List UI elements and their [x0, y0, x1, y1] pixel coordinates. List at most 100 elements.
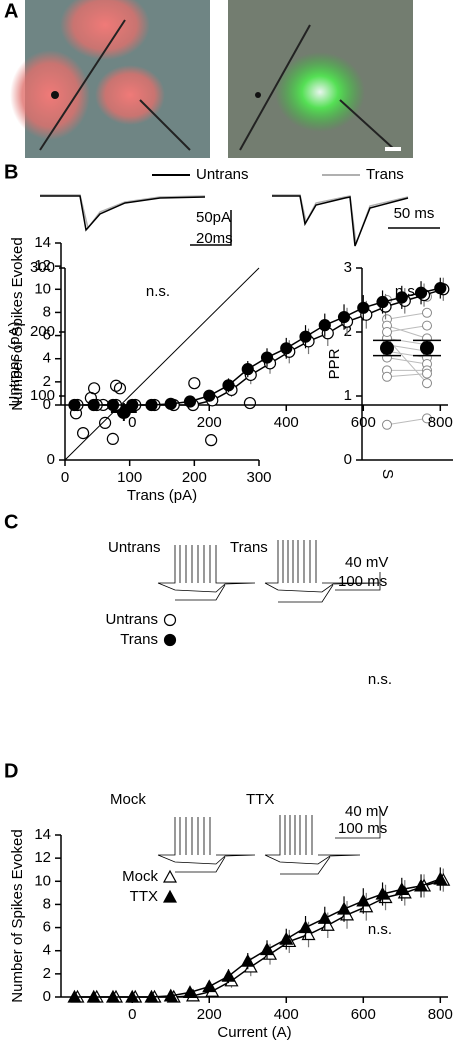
- inset-label: Mock: [110, 791, 146, 808]
- scale-label: 100 ms: [338, 573, 387, 590]
- x-tick-label: 200: [182, 469, 207, 486]
- legend-marker: [163, 633, 177, 647]
- marker: [126, 398, 139, 412]
- data-point: [188, 377, 201, 390]
- x-tick-label: 400: [274, 414, 299, 431]
- y-tick-label: 14: [34, 234, 51, 251]
- y-axis-label: Number of Spikes Evoked: [9, 237, 26, 410]
- data-point: [109, 379, 123, 392]
- marker: [86, 989, 101, 1003]
- micrograph-right: [228, 0, 413, 158]
- marker: [337, 310, 351, 324]
- x-tick-label: 200: [197, 414, 222, 431]
- annotation: n.s.: [146, 283, 170, 300]
- marker: [298, 920, 313, 934]
- panel-label: B: [4, 161, 18, 183]
- legend-marker: [162, 889, 178, 903]
- x-tick-label: 0: [61, 469, 69, 486]
- x-tick-label: 400: [274, 1006, 299, 1023]
- data-point: [422, 307, 432, 318]
- y-tick-label: 12: [34, 849, 51, 866]
- micrograph-left: [10, 0, 210, 158]
- marker: [202, 979, 217, 993]
- marker: [67, 989, 82, 1003]
- x-tick-label: 600: [351, 414, 376, 431]
- y-tick-label: 0: [43, 988, 51, 1005]
- marker: [221, 968, 236, 982]
- mean-point: [420, 341, 434, 355]
- data-point: [106, 432, 119, 445]
- inset-label: Untrans: [108, 539, 161, 556]
- marker: [433, 871, 448, 885]
- marker: [260, 351, 274, 364]
- annotation: n.s.: [368, 671, 392, 688]
- data-point: [382, 371, 392, 382]
- annotation: n.s.: [368, 921, 392, 938]
- marker: [299, 330, 312, 343]
- pair-line: [386, 312, 428, 320]
- data-point: [422, 368, 432, 379]
- marker: [241, 363, 254, 376]
- y-tick-label: 2: [344, 323, 352, 340]
- y-axis-label: PPR: [326, 348, 343, 379]
- legend-label: TTX: [130, 888, 158, 905]
- panel-label: D: [4, 760, 18, 782]
- marker: [203, 389, 216, 402]
- legend-marker: [162, 869, 178, 883]
- marker: [376, 295, 389, 309]
- marker: [182, 985, 198, 998]
- x-tick-label: 800: [428, 414, 453, 431]
- y-tick-label: 2: [43, 373, 51, 390]
- marker: [280, 342, 293, 355]
- y-tick-label: 0: [344, 451, 352, 468]
- scale-label: 50 ms: [394, 205, 435, 222]
- data-point: [87, 382, 101, 395]
- marker: [375, 886, 390, 900]
- y-tick-label: 300: [30, 259, 55, 276]
- marker: [125, 989, 140, 1003]
- marker: [356, 893, 371, 907]
- marker: [222, 379, 235, 392]
- y-tick-label: 0: [43, 396, 51, 413]
- marker: [414, 286, 428, 299]
- pair-line: [386, 417, 428, 426]
- y-axis-label: Untrans (pA): [6, 321, 23, 406]
- panel-label: A: [4, 0, 18, 22]
- x-tick-label: 300: [246, 469, 271, 486]
- marker: [434, 282, 447, 295]
- identity-line: [64, 267, 260, 461]
- x-tick-label: 800: [428, 1006, 453, 1023]
- marker: [357, 301, 370, 314]
- marker: [105, 989, 120, 1003]
- legend-label: Mock: [122, 868, 158, 885]
- marker: [183, 395, 197, 408]
- y-tick-label: 100: [30, 387, 55, 404]
- y-tick-label: 0: [47, 451, 55, 468]
- pair-line: [386, 350, 428, 359]
- legend-label: Untrans: [105, 611, 158, 628]
- pair-line: [386, 325, 428, 333]
- y-tick-label: 8: [43, 895, 51, 912]
- mean-point: [380, 341, 394, 355]
- scale-label: 40 mV: [345, 803, 388, 820]
- y-tick-label: 4: [43, 942, 51, 959]
- x-axis-label: Trans (pA): [127, 487, 197, 504]
- scale-label: 100 ms: [338, 820, 387, 837]
- data-point: [98, 416, 112, 429]
- pair-line: [386, 325, 428, 339]
- y-tick-label: 10: [34, 280, 51, 297]
- x-axis-label: Current (A): [217, 1024, 291, 1041]
- marker: [68, 398, 81, 412]
- marker: [395, 291, 408, 304]
- inset-label: TTX: [246, 791, 274, 808]
- data-point: [205, 434, 218, 447]
- marker: [394, 882, 409, 895]
- y-tick-label: 200: [30, 323, 55, 340]
- inset-label: Trans: [230, 539, 268, 556]
- marker: [164, 397, 177, 410]
- data-point: [113, 382, 127, 395]
- data-point: [382, 327, 392, 337]
- y-tick-label: 10: [34, 872, 51, 889]
- x-tick-label: 0: [128, 414, 136, 431]
